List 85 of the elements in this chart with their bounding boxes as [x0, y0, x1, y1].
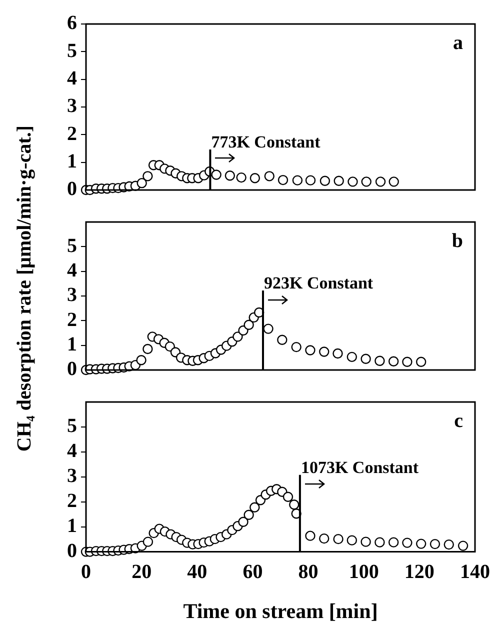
y-tick-label: 4: [67, 260, 77, 282]
y-tick-label: 3: [67, 465, 77, 488]
annotation: c: [454, 410, 464, 432]
y-tick-label: 0: [67, 178, 77, 200]
annotation: a: [453, 32, 463, 54]
point: [458, 540, 468, 551]
y-tick-label: 5: [67, 415, 77, 438]
point: [211, 170, 222, 180]
y-tick-label: 3: [67, 284, 77, 306]
point: [332, 348, 343, 359]
point: [375, 176, 386, 187]
point: [289, 500, 300, 510]
point: [388, 356, 399, 366]
point: [264, 171, 274, 182]
annotation: b: [452, 230, 463, 252]
point: [333, 534, 344, 544]
y-tick-label: 1: [67, 150, 77, 173]
y-tick-label: 4: [67, 68, 77, 90]
y-tick-label: 1: [67, 334, 77, 356]
point: [291, 342, 302, 352]
y-tick-label: 0: [67, 540, 77, 562]
point: [305, 530, 316, 541]
point: [250, 173, 260, 184]
y-tick-label: 2: [67, 308, 77, 331]
point: [305, 175, 316, 186]
y-tick-label: 0: [67, 358, 77, 380]
point: [360, 354, 371, 364]
x-tick-label: 120: [404, 560, 434, 583]
point: [402, 356, 412, 367]
point: [142, 344, 153, 354]
point: [244, 510, 254, 520]
point: [238, 516, 248, 527]
point: [277, 334, 288, 346]
y-tick-label: 2: [67, 490, 77, 512]
point: [416, 538, 426, 549]
ref-line-label: 1073K Constant: [300, 458, 419, 477]
y-tick-label: 6: [67, 12, 77, 34]
x-tick-label: 80: [298, 560, 318, 583]
x-tick-label: 140: [460, 560, 490, 583]
y-tick-label: 4: [67, 440, 77, 462]
ref-line-label: 773K Constant: [211, 132, 321, 152]
point: [360, 536, 371, 547]
ref-line-label: 923K Constant: [264, 273, 374, 292]
point: [244, 320, 254, 330]
point: [334, 176, 344, 186]
point: [224, 170, 236, 181]
point: [430, 538, 440, 550]
point: [263, 324, 274, 334]
y-tick-label: 5: [67, 40, 77, 62]
x-tick-label: 60: [242, 560, 263, 583]
x-tick-label: 20: [132, 560, 152, 583]
point: [319, 346, 330, 357]
x-tick-label: 100: [348, 560, 379, 583]
point: [361, 176, 372, 187]
point: [250, 502, 260, 512]
y-tick-label: 3: [67, 95, 77, 118]
point: [142, 171, 153, 182]
point: [320, 176, 330, 186]
point: [346, 535, 358, 546]
y-tick-label: 2: [67, 122, 77, 145]
point: [444, 539, 454, 550]
point: [136, 355, 146, 366]
x-tick-label: 0: [81, 560, 91, 583]
x-axis-title: Time on stream [min]: [183, 598, 378, 623]
point: [388, 176, 399, 187]
point: [416, 356, 426, 367]
x-tick-label: 40: [187, 560, 208, 583]
point: [292, 175, 303, 186]
point: [236, 172, 246, 183]
y-tick-label: 1: [67, 515, 77, 538]
point: [348, 176, 358, 187]
point: [278, 174, 288, 186]
point: [319, 533, 330, 544]
point: [374, 537, 385, 548]
point: [305, 345, 316, 356]
point: [346, 352, 358, 362]
point: [232, 332, 243, 342]
point: [374, 356, 385, 366]
y-axis-title: CH₄ desorption rate [μmol/min·g-cat.]: [14, 124, 36, 452]
point: [142, 536, 154, 547]
point: [282, 492, 294, 502]
point: [402, 538, 412, 548]
point: [388, 537, 399, 548]
y-tick-label: 5: [67, 234, 77, 257]
point: [136, 178, 147, 188]
